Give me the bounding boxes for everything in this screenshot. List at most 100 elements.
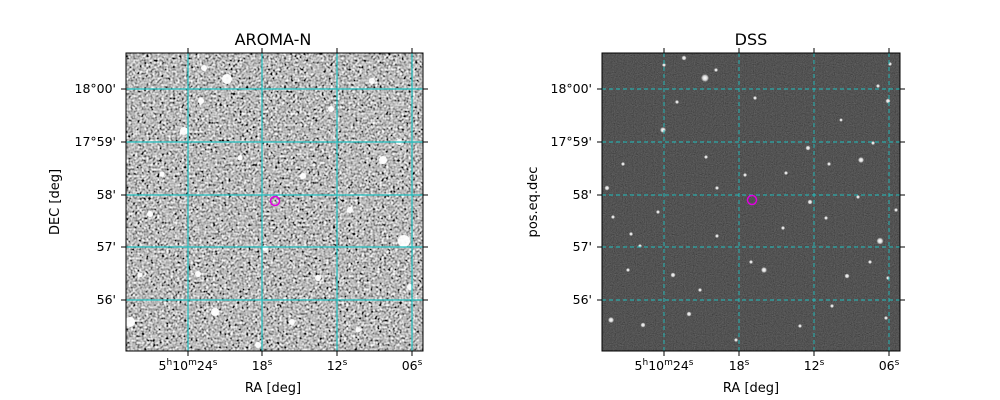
star	[876, 237, 884, 245]
star	[715, 234, 719, 238]
star	[844, 273, 850, 279]
star	[686, 311, 692, 317]
dec-tick-label: 17°59'	[75, 134, 117, 149]
panel-title: DSS	[735, 30, 768, 49]
star	[824, 216, 828, 220]
source	[369, 78, 375, 84]
ra-tick-label: 5h10m24s	[159, 358, 218, 373]
dec-tick-labels: 18°00' 17°59' 58' 57' 56'	[75, 81, 117, 307]
source	[347, 207, 353, 213]
ra-tick-label: 18s	[729, 358, 750, 373]
x-axis-label: RA [deg]	[245, 381, 301, 396]
source	[195, 271, 201, 277]
dec-tick-label: 57'	[97, 239, 116, 254]
dec-tick-label: 56'	[573, 292, 592, 307]
dec-tick-label: 58'	[97, 187, 116, 202]
ra-tick-labels: 5h10m24s 18s 12s 06s	[159, 358, 423, 373]
star	[611, 215, 615, 219]
star	[805, 145, 811, 151]
source	[315, 275, 321, 281]
source	[201, 65, 207, 71]
star	[753, 96, 757, 100]
star	[856, 195, 860, 199]
star	[858, 157, 864, 163]
axes-frame	[601, 52, 901, 352]
axis-ticks	[121, 48, 428, 356]
source	[147, 211, 153, 217]
source	[137, 272, 143, 278]
dec-tick-label: 57'	[573, 239, 592, 254]
dec-tick-label: 58'	[573, 187, 592, 202]
ra-tick-label: 12s	[804, 358, 825, 373]
y-axis-label: pos.eq.dec	[526, 167, 541, 238]
source	[289, 319, 295, 325]
star	[894, 208, 898, 212]
axes-frame	[125, 52, 424, 352]
star	[884, 316, 888, 320]
star	[626, 268, 630, 272]
dec-tick-label: 56'	[97, 292, 116, 307]
source	[222, 74, 232, 84]
source	[328, 106, 334, 112]
source	[355, 327, 361, 333]
star	[662, 63, 666, 67]
source	[180, 127, 188, 135]
x-axis-label: RA [deg]	[723, 381, 779, 396]
star	[749, 260, 753, 264]
panel-title: AROMA-N	[235, 30, 312, 49]
star	[608, 317, 614, 323]
y-axis-label: DEC [deg]	[48, 169, 63, 235]
star	[868, 260, 872, 264]
star	[807, 199, 813, 205]
star	[761, 267, 767, 273]
ra-tick-label: 12s	[327, 358, 348, 373]
star	[743, 173, 747, 177]
ra-tick-label: 18s	[252, 358, 273, 373]
star	[701, 74, 709, 82]
star	[714, 68, 718, 72]
source	[125, 317, 135, 327]
star	[698, 288, 702, 292]
source	[237, 155, 243, 161]
star	[885, 98, 891, 104]
star	[675, 100, 679, 104]
star	[704, 155, 708, 159]
coordinate-grid	[602, 53, 900, 351]
source	[255, 342, 261, 348]
star	[629, 232, 633, 236]
axis-ticks	[597, 48, 905, 356]
dec-tick-label: 17°59'	[551, 134, 593, 149]
ra-tick-label: 06s	[879, 358, 900, 373]
source	[262, 245, 268, 251]
source	[198, 98, 204, 104]
source	[159, 171, 165, 177]
source	[211, 308, 219, 316]
star	[640, 322, 646, 328]
panel-aroma-n: AROMA-N 18°00' 17°59' 58' 57' 56' 5h10m2…	[48, 30, 428, 396]
star	[656, 210, 660, 214]
coordinate-grid	[126, 53, 423, 351]
source	[398, 235, 410, 247]
star	[604, 185, 610, 191]
star	[715, 186, 719, 190]
ra-tick-label: 5h10m24s	[635, 358, 694, 373]
star	[839, 118, 843, 122]
target-marker-circle	[746, 194, 758, 206]
star	[876, 84, 880, 88]
dec-tick-labels: 18°00' 17°59' 58' 57' 56'	[551, 81, 593, 307]
source	[379, 156, 387, 164]
dec-tick-label: 18°00'	[75, 81, 117, 96]
star	[681, 55, 687, 61]
ra-tick-label: 06s	[402, 358, 423, 373]
dec-tick-label: 18°00'	[551, 81, 593, 96]
ra-tick-labels: 5h10m24s 18s 12s 06s	[635, 358, 900, 373]
target-marker-circle	[269, 195, 281, 207]
panel-dss: DSS 18°00' 17°59' 58' 57' 56' 5h10m24s 1…	[526, 30, 905, 396]
star	[784, 171, 788, 175]
star	[830, 304, 834, 308]
star	[660, 127, 666, 133]
source	[300, 173, 306, 179]
star	[798, 324, 802, 328]
star	[670, 272, 676, 278]
